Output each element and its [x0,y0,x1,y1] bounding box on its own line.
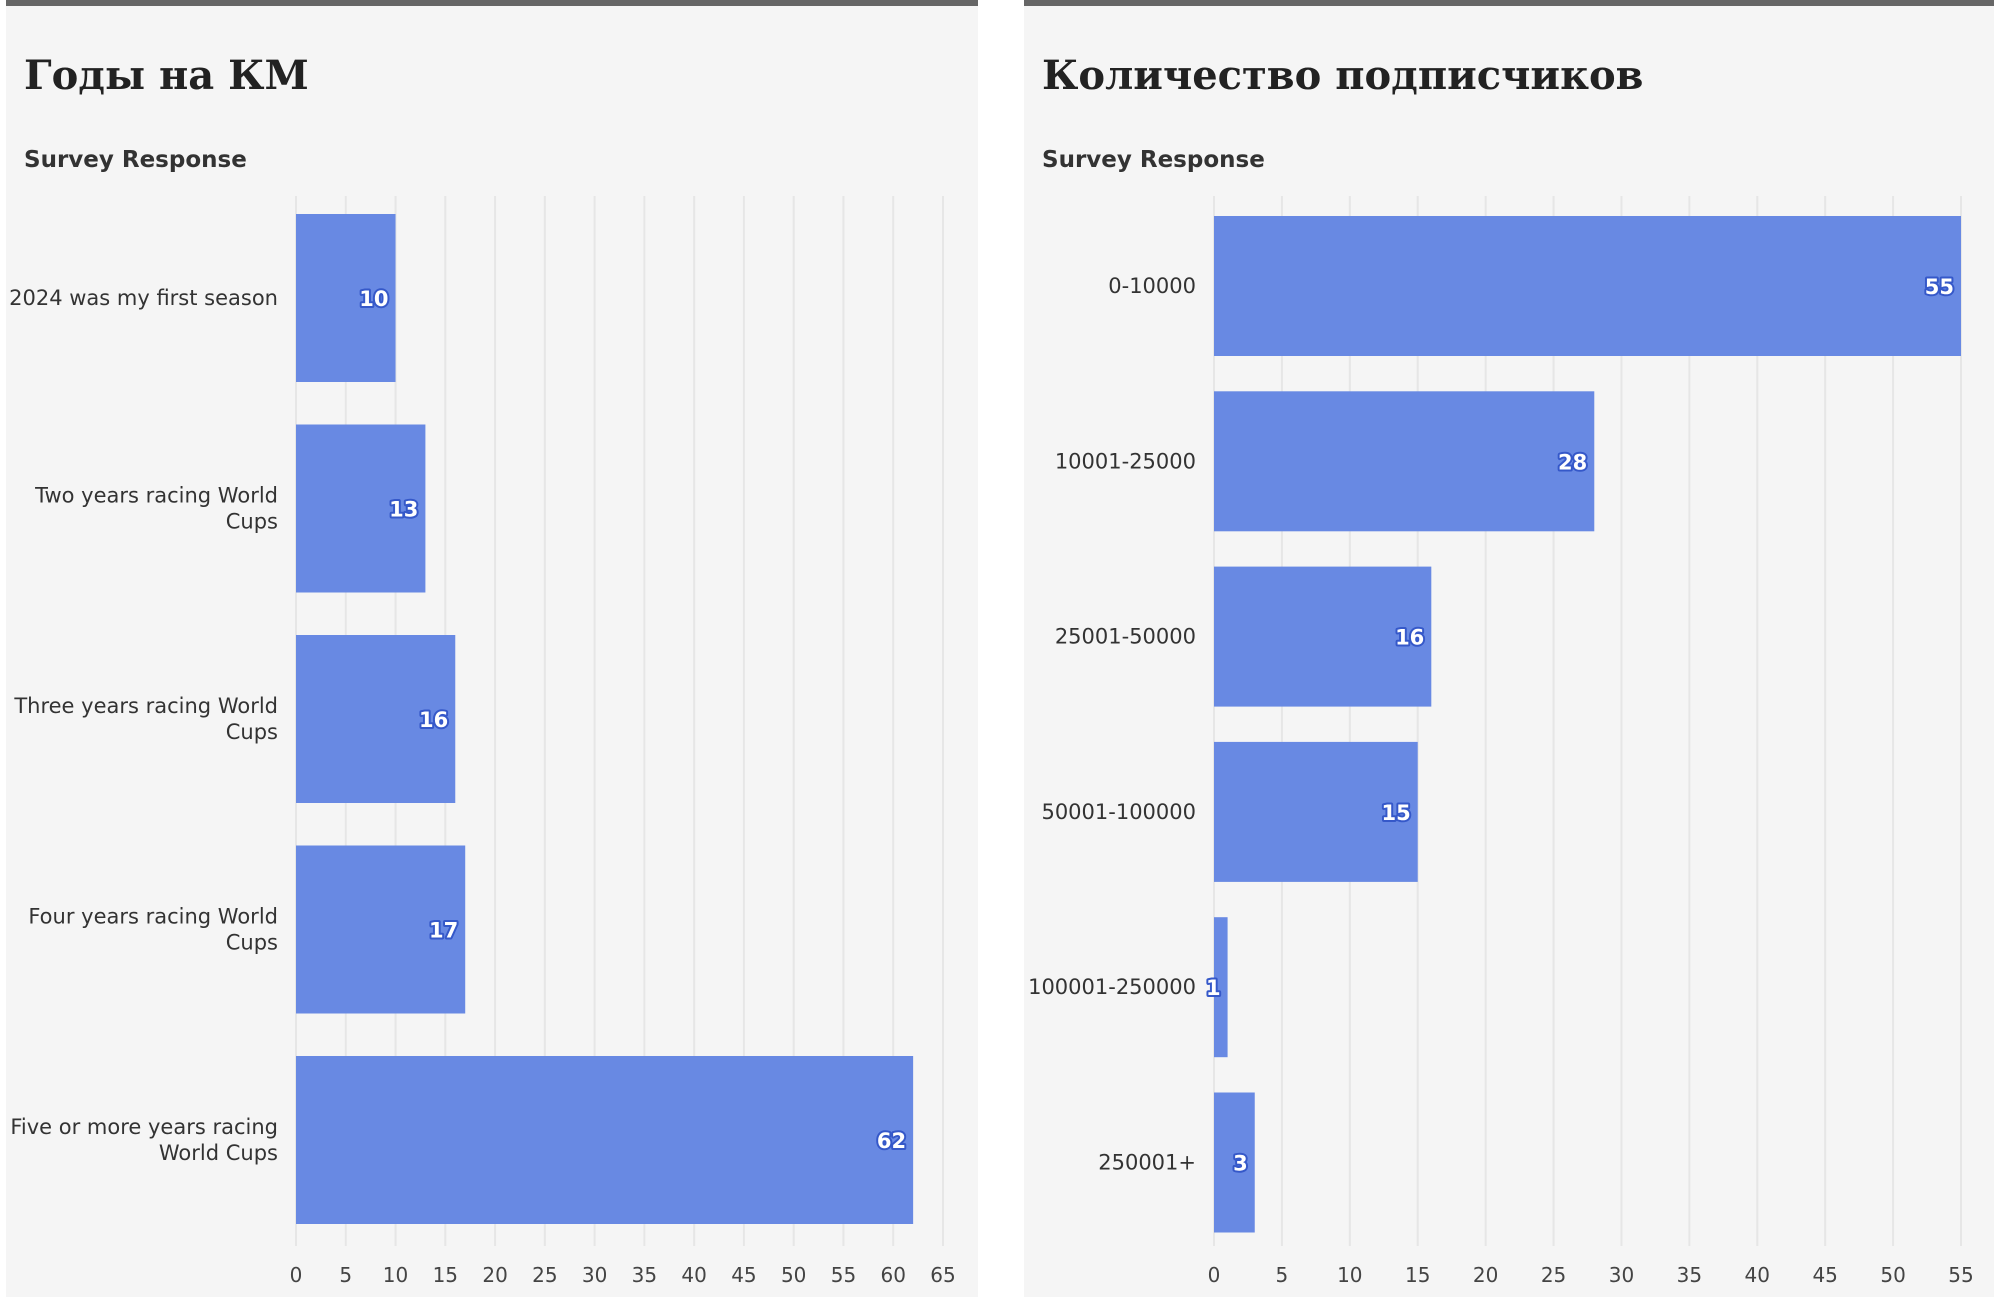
value-label: 16 [419,708,448,732]
bar[interactable] [296,845,466,1014]
chart-subtitle: Survey Response [1042,147,1265,173]
category-label: 25001-50000 [1055,625,1196,649]
x-tick-label: 35 [1677,1263,1702,1287]
value-label: 13 [389,498,418,522]
bar-chart-subscribers: 0 5 10 15 20 25 30 35 40 45 50 55 0-10000 55 10001-250… [1028,196,1974,1287]
value-label: 62 [877,1129,906,1153]
x-tick-label: 15 [1405,1263,1430,1287]
bar-chart-years: 0 5 10 15 20 25 30 35 40 45 50 55 60 65 2024 was my fi… [9,196,956,1287]
bar[interactable] [1214,216,1961,356]
category-label: 0-10000 [1108,274,1196,298]
x-tick-label: 0 [290,1263,303,1287]
bar[interactable] [1214,741,1418,882]
x-tick-label: 20 [482,1263,507,1287]
x-tick-label: 55 [831,1263,856,1287]
category-label: Five or more years racing World Cups [10,1115,278,1165]
category-label: Four years racing World Cups [28,905,278,955]
value-label: 28 [1558,450,1587,474]
value-label: 1 [1206,976,1221,1000]
value-label: 15 [1381,801,1410,825]
bar[interactable] [1214,566,1432,707]
value-label: 17 [429,919,458,943]
x-tick-label: 45 [1812,1263,1837,1287]
category-label: 10001-25000 [1055,449,1196,473]
x-tick-label: 40 [1745,1263,1770,1287]
x-tick-label: 10 [383,1263,408,1287]
x-tick-label: 60 [881,1263,906,1287]
value-label: 55 [1925,275,1954,299]
chart-panel-subscribers: Количество подписчиков Survey Response 0… [1024,0,1994,1297]
x-tick-label: 30 [582,1263,607,1287]
x-tick-label: 35 [632,1263,657,1287]
bar[interactable] [1214,1092,1255,1233]
bar[interactable] [1214,391,1595,532]
bar[interactable] [296,214,396,382]
x-tick-label: 30 [1609,1263,1634,1287]
x-tick-label: 50 [1880,1263,1905,1287]
value-label: 3 [1233,1152,1248,1176]
category-label: 2024 was my first season [9,286,278,310]
chart-panel-years: Годы на КМ Survey Response 0 5 10 15 20 25 30 3… [6,0,978,1297]
category-label: Three years racing World Cups [13,694,278,744]
value-label: 16 [1395,626,1424,650]
x-tick-label: 25 [1541,1263,1566,1287]
category-label: 50001-100000 [1041,800,1196,824]
x-tick-label: 5 [1276,1263,1289,1287]
bar[interactable] [1214,917,1228,1058]
bar[interactable] [296,424,426,593]
category-label: 250001+ [1098,1151,1196,1175]
x-tick-label: 20 [1473,1263,1498,1287]
x-tick-label: 55 [1948,1263,1973,1287]
x-tick-label: 40 [681,1263,706,1287]
x-tick-label: 5 [339,1263,352,1287]
category-label: Two years racing World Cups [34,484,278,534]
x-tick-label: 65 [930,1263,955,1287]
x-tick-label: 50 [781,1263,806,1287]
x-tick-label: 0 [1208,1263,1221,1287]
x-tick-label: 15 [433,1263,458,1287]
chart-title: Количество подписчиков [1042,52,1644,99]
x-tick-label: 10 [1337,1263,1362,1287]
x-tick-label: 45 [731,1263,756,1287]
chart-subtitle: Survey Response [24,147,247,173]
bar[interactable] [296,635,456,803]
chart-title: Годы на КМ [24,52,309,99]
category-label: 100001-250000 [1028,975,1196,999]
bar[interactable] [296,1056,914,1224]
x-tick-label: 25 [532,1263,557,1287]
value-label: 10 [359,287,388,311]
